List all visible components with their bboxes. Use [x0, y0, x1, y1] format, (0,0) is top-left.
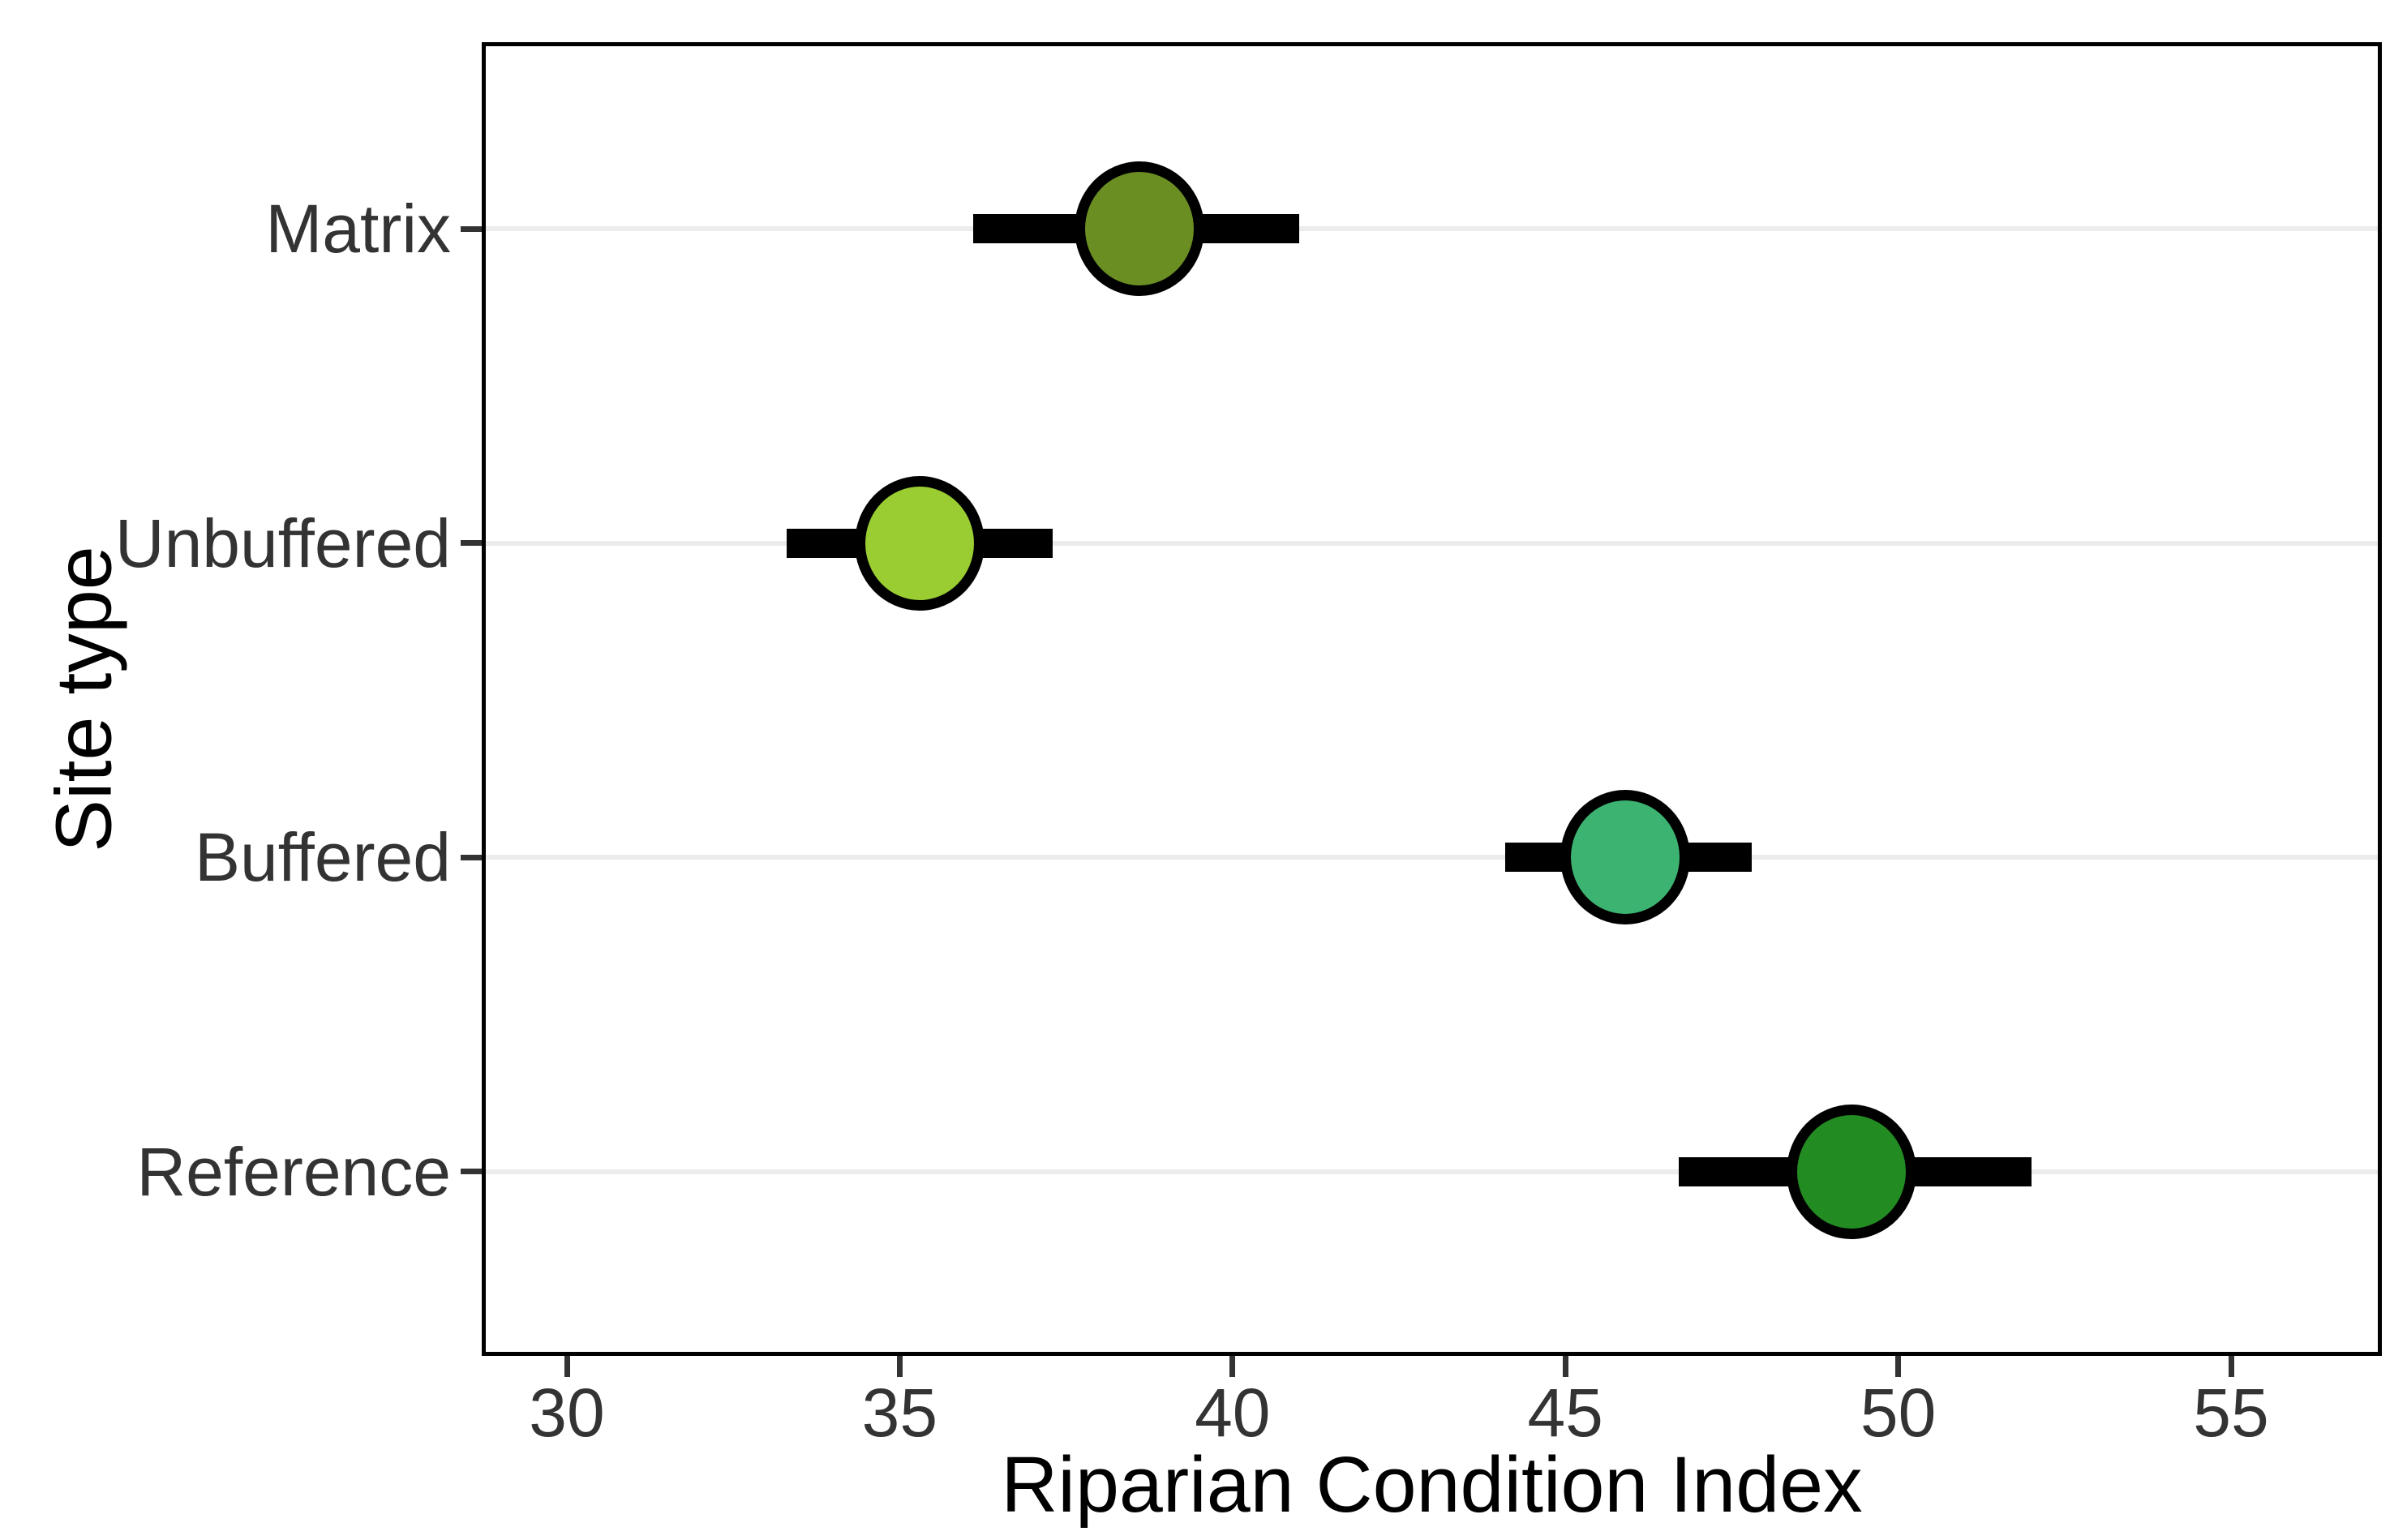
x-axis-tick-mark — [2228, 1356, 2234, 1377]
major-gridline — [486, 540, 2378, 546]
x-axis-tick-label: 55 — [2193, 1375, 2269, 1451]
x-axis-tick-mark — [1229, 1356, 1236, 1377]
x-axis-title: Riparian Condition Index — [1001, 1440, 1863, 1529]
data-point — [1074, 161, 1204, 296]
x-axis-tick-label: 40 — [1195, 1375, 1271, 1451]
y-axis-category-label: Unbuffered — [114, 504, 451, 581]
data-point — [855, 475, 985, 611]
x-axis-tick-mark — [1895, 1356, 1902, 1377]
x-axis-tick-mark — [1562, 1356, 1568, 1377]
x-axis-tick-mark — [896, 1356, 903, 1377]
y-axis-tick-mark — [461, 540, 482, 546]
y-axis-category-label: Matrix — [265, 191, 451, 267]
x-axis-tick-label: 35 — [861, 1375, 938, 1451]
x-axis-tick-label: 50 — [1860, 1375, 1937, 1451]
y-axis-category-label: Buffered — [194, 819, 451, 895]
x-axis-tick-mark — [564, 1356, 570, 1377]
y-axis-tick-mark — [461, 854, 482, 860]
x-axis-tick-label: 45 — [1527, 1375, 1603, 1451]
x-axis-tick-label: 30 — [529, 1375, 605, 1451]
y-axis-category-label: Reference — [136, 1133, 451, 1210]
major-gridline — [486, 1169, 2378, 1174]
data-point — [1787, 1104, 1917, 1239]
y-axis-tick-mark — [461, 225, 482, 232]
plot-panel — [482, 42, 2382, 1356]
data-point — [1560, 790, 1691, 924]
y-axis-title: Site type — [39, 546, 128, 852]
major-gridline — [486, 855, 2378, 860]
y-axis-tick-mark — [461, 1169, 482, 1174]
major-gridline — [486, 226, 2378, 231]
